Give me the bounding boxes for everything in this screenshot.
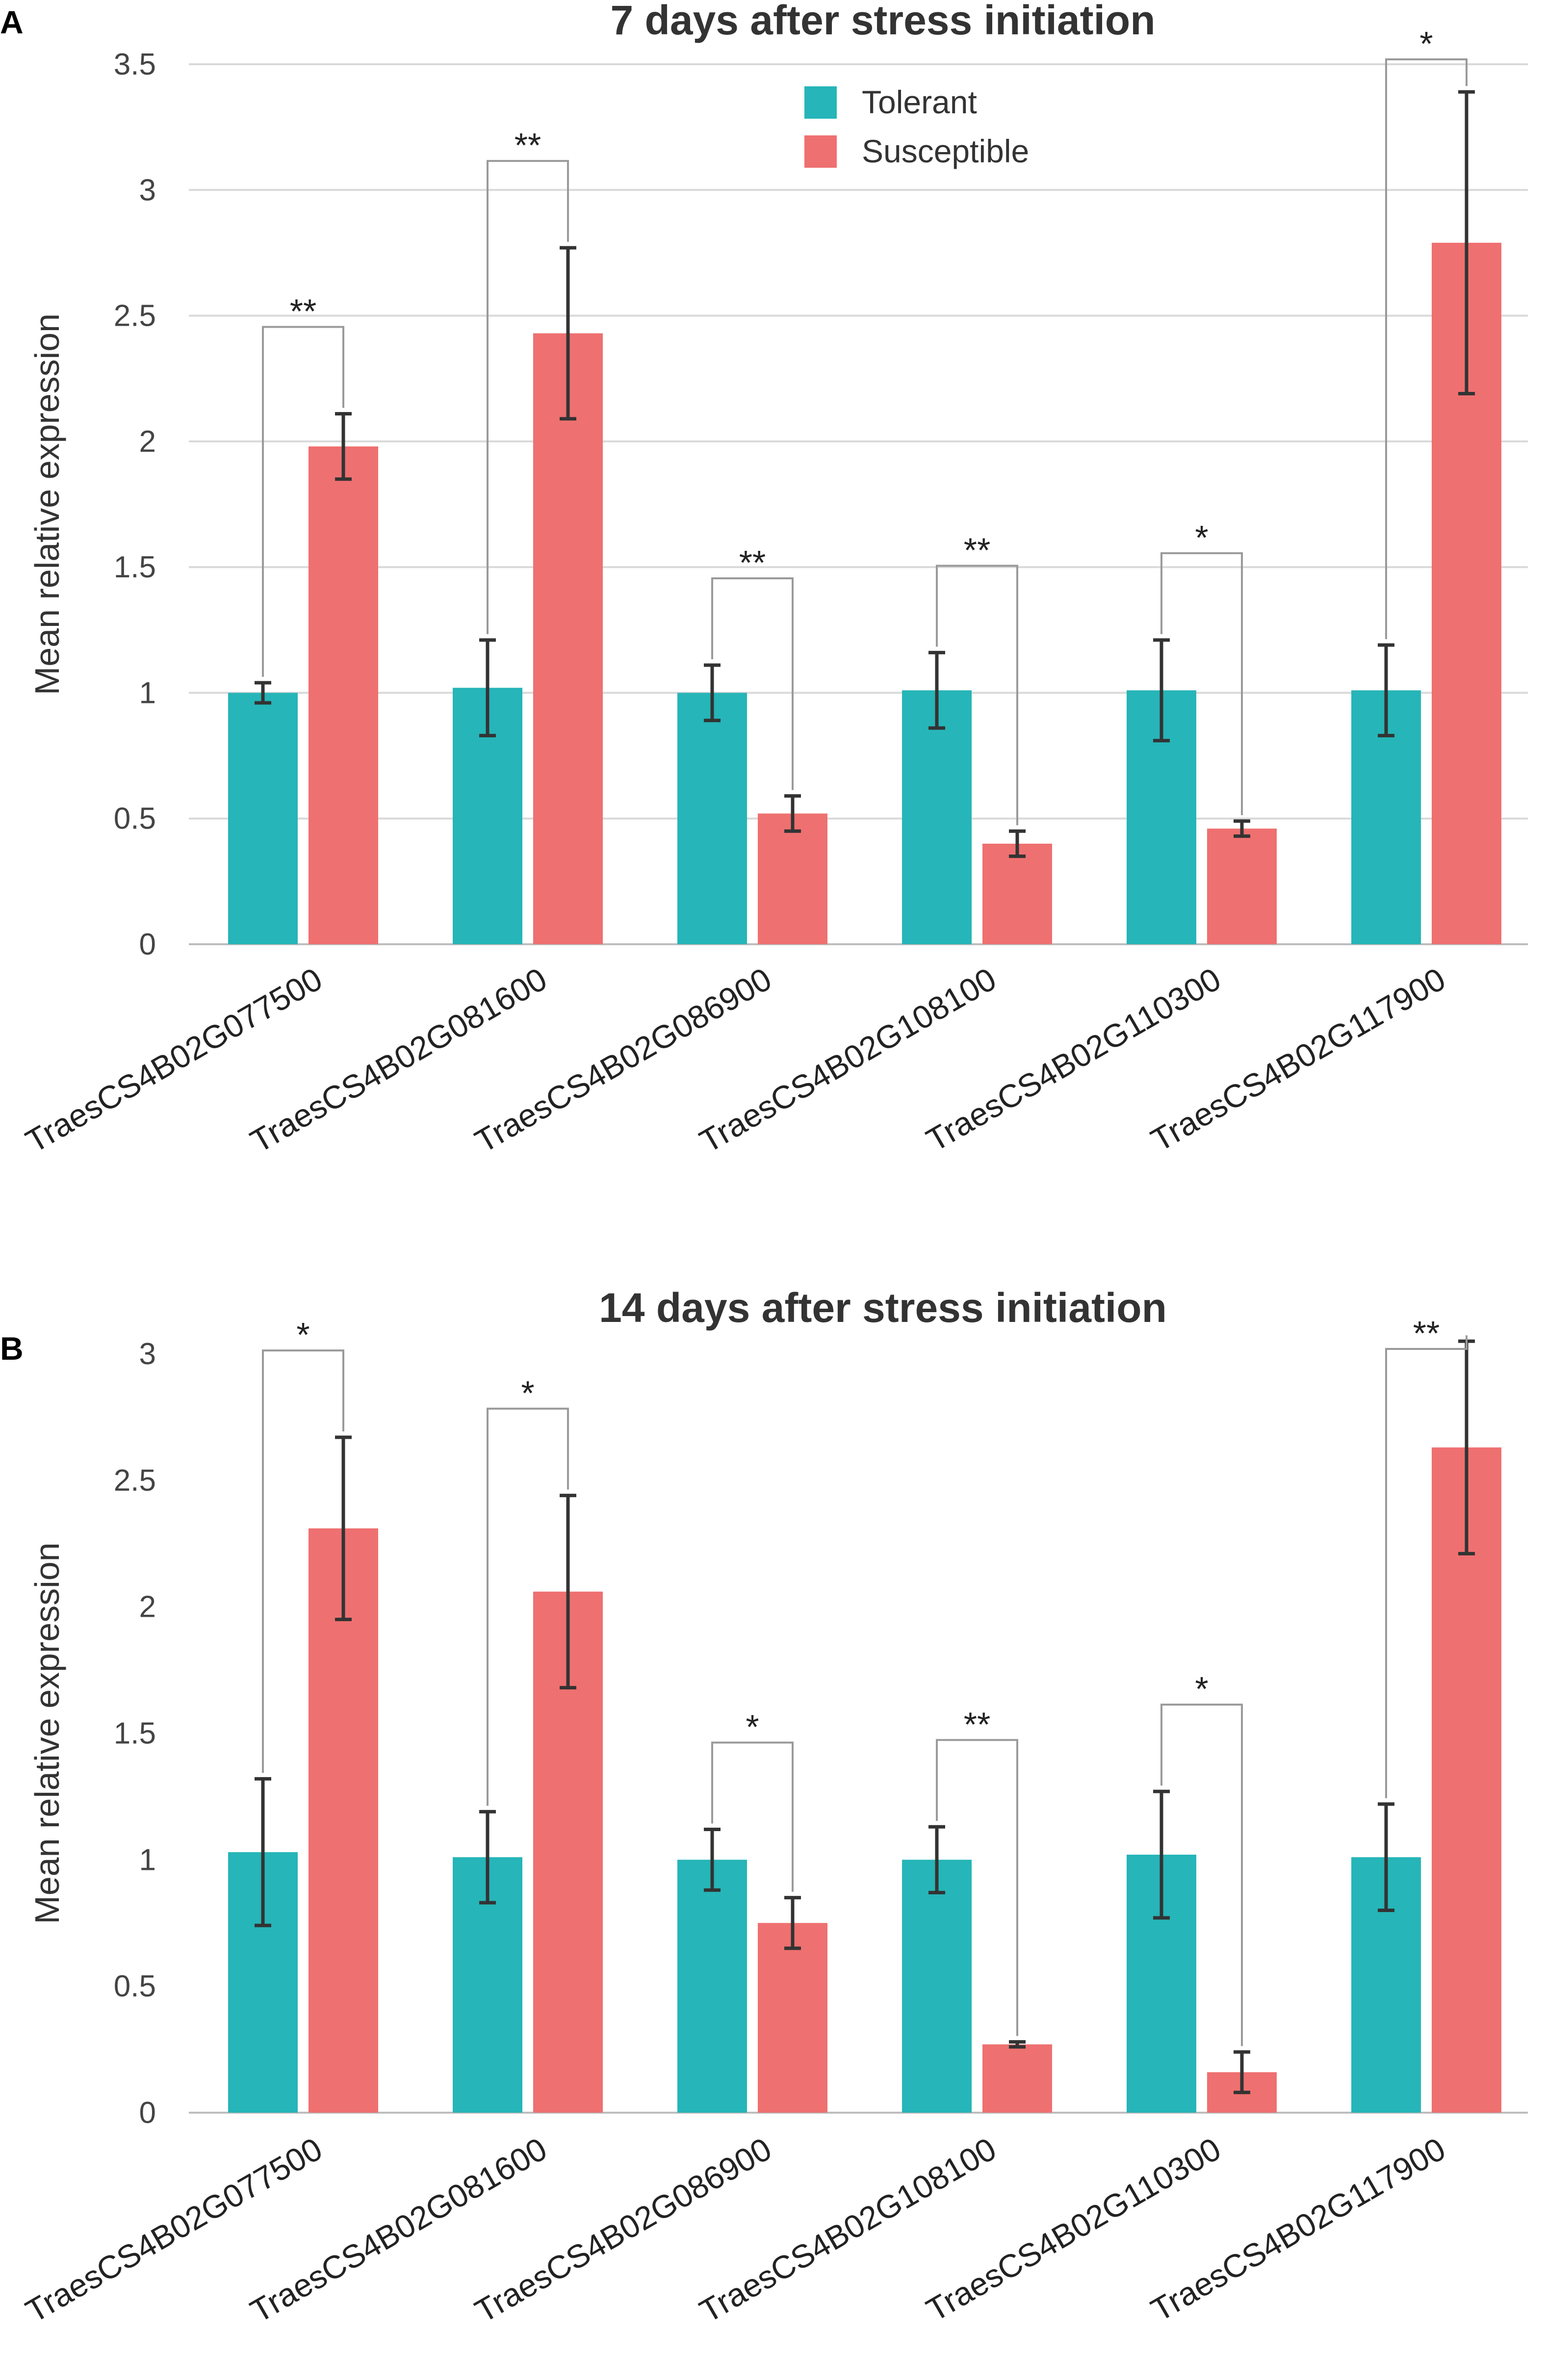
bar-tolerant [902, 690, 972, 944]
significance-bracket [936, 1739, 1018, 2036]
significance-label: * [521, 1374, 534, 1412]
legend-swatch [804, 135, 837, 168]
y-tick-label: 3 [139, 1337, 156, 1371]
y-tick-label: 1.5 [114, 1717, 156, 1751]
y-tick-label: 0 [139, 2096, 156, 2130]
y-tick-label: 2 [139, 1590, 156, 1624]
significance-label: ** [739, 543, 766, 582]
y-tick-label: 0.5 [114, 1969, 156, 2003]
bar-susceptible [982, 2044, 1052, 2113]
legend-swatch [804, 86, 837, 119]
bar-susceptible [1207, 828, 1277, 944]
significance-label: ** [1413, 1314, 1440, 1352]
bar-susceptible [1432, 1447, 1501, 2113]
panel-b: B 14 days after stress initiation 0 0.5 1 1.5… [0, 1285, 1528, 2329]
y-tick-label: 0 [139, 928, 156, 961]
panel-letter: B [0, 1330, 24, 1367]
bar-susceptible [533, 333, 603, 944]
y-tick-label: 1 [139, 1843, 156, 1877]
y-tick-label: 2.5 [114, 299, 156, 333]
significance-label: ** [290, 292, 316, 330]
bar-susceptible [758, 1923, 827, 2113]
bar-susceptible [309, 1528, 378, 2113]
significance-bracket [1385, 58, 1468, 640]
y-tick-label: 1 [139, 676, 156, 710]
chart-title: 7 days after stress initiation [610, 0, 1155, 43]
bar-tolerant [677, 1860, 747, 2113]
chart-title: 14 days after stress initiation [599, 1285, 1167, 1331]
significance-label: ** [964, 531, 990, 569]
significance-bracket [262, 326, 344, 677]
significance-label: * [746, 1707, 759, 1746]
y-axis-title: Mean relative expression [28, 313, 66, 695]
bar-susceptible [309, 446, 378, 944]
bar-tolerant [228, 693, 298, 944]
y-axis-title: Mean relative expression [28, 1542, 66, 1924]
significance-bracket [1160, 552, 1243, 815]
bar-tolerant [902, 1860, 972, 2113]
significance-label: * [1419, 25, 1433, 63]
significance-label: ** [964, 1705, 990, 1743]
significance-bracket [711, 577, 794, 790]
significance-label: * [1195, 518, 1208, 557]
y-tick-label: 2.5 [114, 1464, 156, 1498]
y-tick-label: 3.5 [114, 48, 156, 81]
bar-susceptible [758, 813, 827, 944]
significance-bracket [1160, 1704, 1243, 2046]
significance-label: * [1195, 1670, 1208, 1708]
legend-label: Tolerant [862, 84, 977, 120]
significance-label: * [296, 1316, 309, 1354]
y-tick-label: 2 [139, 425, 156, 459]
significance-bracket [711, 1741, 794, 1892]
y-tick-label: 0.5 [114, 802, 156, 836]
significance-bracket [262, 1349, 344, 1773]
significance-label: ** [515, 126, 541, 164]
panel-a: A 7 days after stress initiation 0 0.5 1 1.5 2… [0, 0, 1528, 1160]
bar-susceptible [982, 843, 1052, 944]
significance-bracket [936, 565, 1018, 826]
bar-tolerant [677, 693, 747, 944]
significance-bracket [487, 1407, 569, 1806]
y-tick-label: 3 [139, 173, 156, 207]
legend-label: Susceptible [862, 133, 1029, 169]
significance-bracket [1385, 1335, 1468, 1798]
panel-letter: A [0, 4, 24, 40]
y-tick-label: 1.5 [114, 550, 156, 584]
significance-bracket [487, 160, 569, 634]
